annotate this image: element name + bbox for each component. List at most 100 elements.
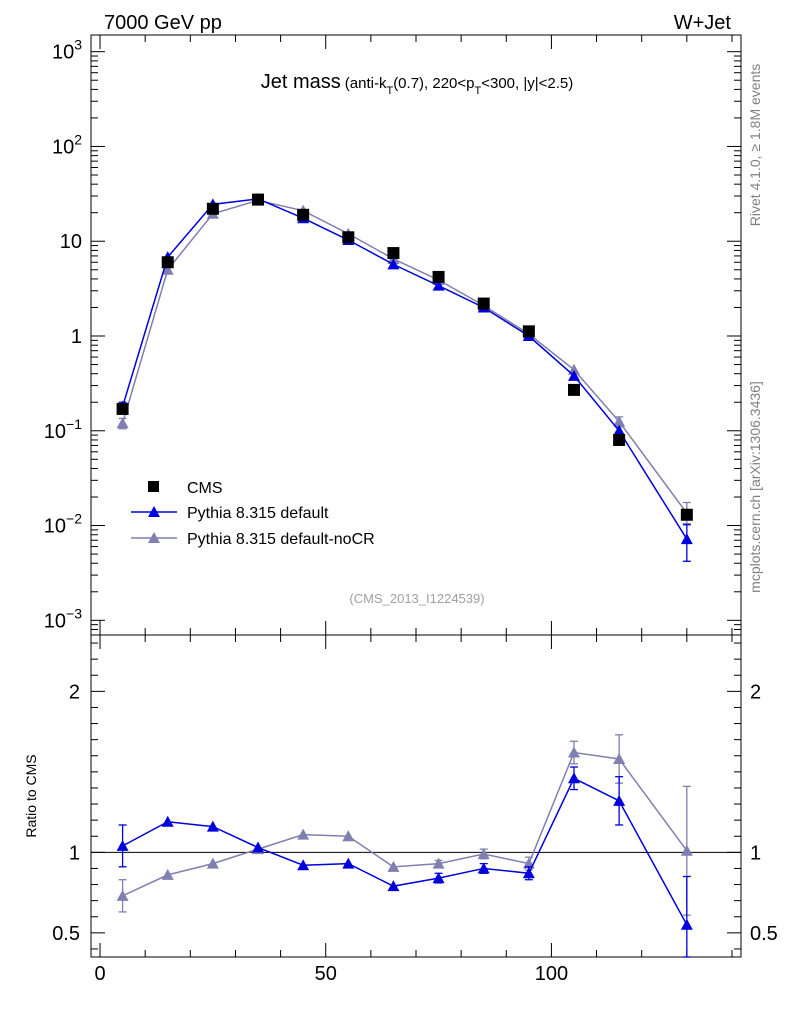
ratio-y-tick-label-left: 0.5 (52, 923, 80, 945)
subtitle-part-c: <300, |y|<2.5) (481, 75, 573, 92)
subtitle-sub-b: T (475, 85, 482, 97)
subtitle-part-b: (0.7), 220<p (393, 75, 474, 92)
ratio-point-1 (342, 830, 355, 842)
main-point-1 (387, 258, 400, 270)
ratio-point-1 (297, 828, 310, 840)
ratio-point-1 (680, 844, 693, 856)
main-x-ticks (99, 35, 733, 635)
ratio-point-0 (342, 857, 355, 869)
ratio-line-0 (122, 777, 688, 926)
tick-label-base: 10 (52, 136, 74, 158)
legend-default-marker (148, 506, 160, 517)
ratio-y-tick-label-left: 1 (69, 842, 80, 864)
tick-label-exponent: 2 (74, 131, 82, 147)
mcplots-label: mcplots.cern.ch [arXiv:1306.3436] (747, 381, 763, 593)
x-tick-label: 100 (535, 963, 568, 985)
ratio-point-1 (567, 746, 580, 758)
main-y-ticks (91, 51, 741, 636)
ratio-y-tick-label-right: 2 (750, 681, 761, 703)
ratio-point-1 (613, 752, 626, 764)
legend-default-label: Pythia 8.315 default (187, 505, 329, 522)
cms-data-point (387, 247, 400, 260)
tick-label-base: 10 (44, 610, 66, 632)
subtitle-sub-a: T (386, 85, 393, 97)
ratio-point-0 (387, 880, 400, 892)
main-point-2 (161, 263, 174, 275)
watermark: (CMS_2013_I1224539) (349, 591, 484, 606)
tick-label-base: 10 (60, 231, 82, 253)
ratio-point-0 (297, 859, 310, 871)
ratio-y-tick-label-right: 0.5 (750, 923, 778, 945)
x-tick-label: 0 (94, 963, 105, 985)
ratio-point-1 (116, 889, 129, 901)
main-point-2 (567, 363, 580, 375)
tick-label-base: 10 (44, 421, 66, 443)
main-point-1 (613, 424, 626, 436)
ratio-x-ticks: 0 50 100 (94, 635, 733, 985)
ratio-point-1 (432, 857, 445, 869)
cms-data-point (680, 508, 693, 521)
main-title: Jet mass (anti-kT(0.7), 220<pT<300, |y|<2… (261, 71, 574, 97)
main-y-tick-label: 10 (60, 231, 82, 253)
ratio-y-tick-label-right: 1 (750, 842, 761, 864)
cms-data-point (477, 297, 490, 310)
cms-data-point (252, 193, 265, 206)
cms-data-point (206, 202, 219, 215)
main-y-tick-label: 102 (52, 131, 82, 158)
ratio-panel-frame (90, 634, 742, 958)
main-point-1 (567, 369, 580, 381)
tick-label-exponent: −2 (66, 511, 82, 527)
x-tick-label: 50 (315, 963, 337, 985)
ratio-point-0 (680, 918, 693, 930)
header-left: 7000 GeV pp (104, 12, 222, 34)
rivet-label: Rivet 4.1.0, ≥ 1.8M events (747, 64, 763, 227)
tick-label-base: 10 (44, 516, 66, 538)
cms-data-point (161, 256, 174, 269)
ratio-y-ticks: 0.5 0.5 1 1 2 2 (52, 642, 778, 950)
tick-label-exponent: 3 (74, 37, 82, 53)
main-y-tick-label: 10−3 (44, 605, 82, 632)
main-point-2 (116, 417, 129, 429)
legend-nocr-label: Pythia 8.315 default-noCR (187, 531, 375, 548)
series-line-2 (121, 199, 688, 514)
ratio-point-0 (252, 841, 265, 853)
ratio-point-0 (432, 872, 445, 884)
ratio-point-0 (116, 839, 129, 851)
ratio-point-1 (161, 868, 174, 880)
ratio-point-1 (206, 857, 219, 869)
legend-nocr-marker (148, 532, 160, 543)
ratio-point-0 (522, 867, 535, 879)
cms-data-point (522, 325, 535, 338)
ratio-point-1 (477, 847, 490, 859)
ratio-y-tick-label-left: 2 (69, 681, 80, 703)
ratio-point-1 (387, 860, 400, 872)
ratio-point-0 (477, 862, 490, 874)
ratio-line-1 (122, 751, 688, 897)
legend-cms-marker (148, 481, 159, 492)
cms-data-point (342, 231, 355, 244)
main-point-2 (613, 415, 626, 427)
ratio-point-0 (613, 794, 626, 806)
main-y-tick-label: 10−1 (44, 416, 82, 443)
ratio-point-0 (161, 815, 174, 827)
cms-data-point (613, 433, 626, 446)
main-y-tick-label: 1 (71, 326, 82, 348)
legend: CMS Pythia 8.315 default Pythia 8.315 de… (131, 480, 375, 548)
cms-data-point (432, 270, 445, 283)
tick-label-exponent: −3 (66, 605, 82, 621)
tick-label-base: 1 (71, 326, 82, 348)
tick-label-exponent: −1 (66, 416, 82, 432)
ratio-series-group (116, 734, 693, 958)
subtitle-part-a: (anti-k (345, 75, 387, 92)
main-y-tick-label: 10−2 (44, 511, 82, 538)
cms-data-point (567, 383, 580, 396)
legend-cms-label: CMS (187, 480, 223, 497)
main-point-1 (432, 279, 445, 291)
cms-data-point (116, 402, 129, 415)
tick-label-base: 10 (52, 42, 74, 64)
cms-data-point (297, 208, 310, 221)
ratio-point-0 (206, 820, 219, 832)
ratio-y-label: Ratio to CMS (23, 754, 39, 837)
